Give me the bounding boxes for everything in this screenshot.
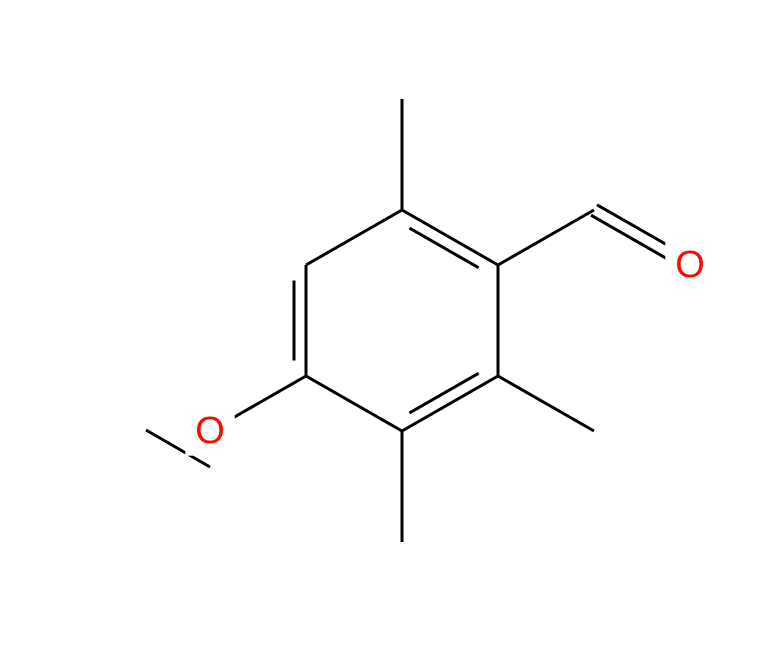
bond — [402, 210, 498, 265]
bond — [306, 210, 402, 265]
bond — [498, 376, 594, 431]
bond — [306, 376, 402, 431]
bond — [402, 376, 498, 431]
bond — [597, 205, 676, 250]
atom-label-O: O — [195, 410, 225, 452]
molecule-diagram: OO — [0, 0, 762, 649]
bond — [498, 210, 594, 265]
bond — [226, 376, 306, 422]
bond — [591, 215, 670, 260]
atom-label-O: O — [675, 244, 705, 286]
